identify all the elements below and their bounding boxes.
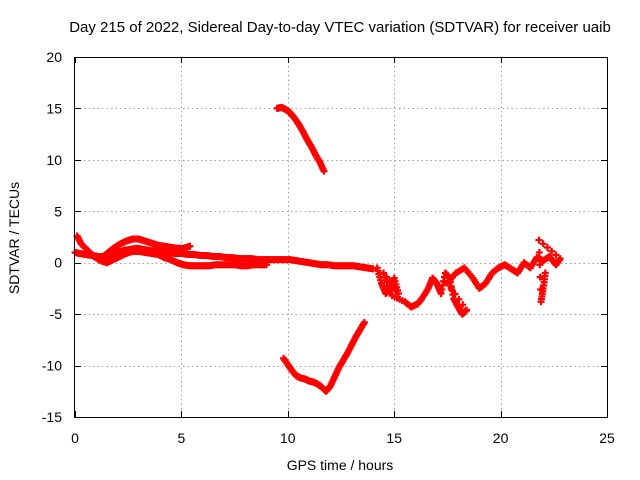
data-point [535,236,543,244]
chart-title: Day 215 of 2022, Sidereal Day-to-day VTE… [69,19,611,36]
data-points [71,103,564,395]
data-point [263,261,271,269]
x-tick-label: 10 [280,430,296,446]
y-tick-label: -15 [42,409,62,425]
x-tick-label: 15 [386,430,402,446]
series-lower-arc [280,318,368,395]
series-upper-arc [273,103,328,175]
data-point [552,251,560,259]
data-point [385,283,393,291]
data-point [548,247,556,255]
data-point [459,301,467,309]
data-point [535,248,543,256]
y-tick-label: -10 [42,358,62,374]
data-point [455,295,463,303]
data-point [539,240,547,248]
y-axis-label: SDTVAR / TECUs [6,182,22,294]
series-scatter-cloud [373,236,564,318]
data-point [394,290,402,298]
x-tick-label: 0 [71,430,79,446]
data-point [360,318,368,326]
data-point [536,261,544,269]
data-point [383,278,391,286]
data-point [391,285,399,293]
y-tick-label: 15 [46,100,62,116]
data-point [386,287,394,295]
data-point [543,243,551,251]
y-tick-label: 5 [54,203,62,219]
data-point [186,242,194,250]
y-tick-label: -5 [50,306,63,322]
x-tick-labels: 0 5 10 15 20 25 [71,430,615,446]
data-point [463,306,471,314]
x-tick-label: 20 [493,430,509,446]
data-point [541,269,549,277]
series-main-band-c [97,235,194,263]
data-point [380,269,388,277]
x-tick-label: 25 [599,430,615,446]
y-tick-labels: -15 -10 -5 0 5 10 15 20 [42,49,62,425]
x-axis-label: GPS time / hours [287,457,394,473]
plot-frame [74,57,608,418]
y-tick-label: 10 [46,152,62,168]
y-tick-label: 20 [46,49,62,65]
y-tick-label: 0 [54,255,62,271]
data-point [451,290,459,298]
data-point [388,281,396,289]
data-point [447,285,455,293]
data-point [381,274,389,282]
data-point [320,167,328,175]
data-point [556,255,564,263]
x-tick-label: 5 [178,430,186,446]
